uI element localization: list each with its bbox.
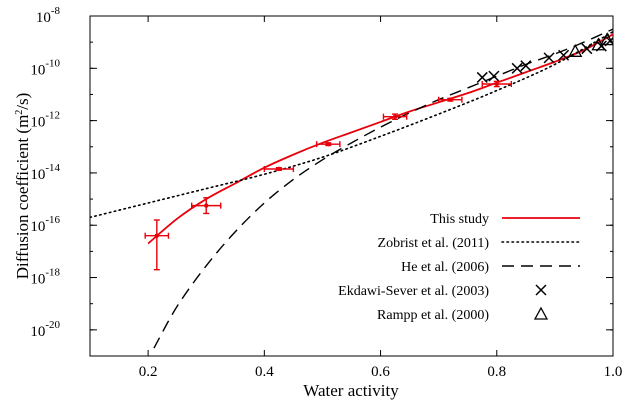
cross-marker bbox=[558, 49, 570, 61]
cross-marker bbox=[520, 60, 532, 72]
y-tick-base: 10 bbox=[30, 167, 45, 183]
data-point bbox=[448, 97, 453, 102]
y-tick-label: 10-20 bbox=[30, 319, 60, 340]
x-tick-label: 0.6 bbox=[371, 364, 390, 380]
data-point bbox=[392, 114, 398, 119]
cross-marker bbox=[488, 70, 500, 82]
cross-marker bbox=[511, 62, 523, 74]
legend-label: This study bbox=[430, 212, 489, 227]
cross-marker bbox=[543, 52, 555, 64]
y-tick-label: 10-18 bbox=[30, 267, 60, 288]
series-layer bbox=[90, 28, 613, 349]
data-point bbox=[326, 141, 331, 147]
legend-cross-marker bbox=[535, 284, 547, 296]
y-tick-label: 10-12 bbox=[30, 110, 60, 131]
data-point bbox=[276, 166, 282, 172]
y-tick-power: -8 bbox=[51, 5, 61, 17]
series-line-zobrist-et-al-2011 bbox=[90, 30, 613, 219]
plot-frame bbox=[89, 15, 614, 357]
legend-label: Rampp et al. (2000) bbox=[377, 308, 489, 323]
triangle-marker bbox=[568, 43, 583, 57]
x-tick-label: 1.0 bbox=[604, 364, 623, 380]
data-point bbox=[204, 203, 209, 208]
y-tick-label: 10-10 bbox=[30, 57, 60, 78]
y-tick-label: 10-14 bbox=[30, 162, 60, 183]
x-tick-label: 0.4 bbox=[255, 364, 274, 380]
legend-label: Zobrist et al. (2011) bbox=[378, 236, 490, 251]
x-tick-label: 0.8 bbox=[487, 364, 506, 380]
data-point bbox=[494, 81, 499, 87]
y-tick-base: 10 bbox=[30, 115, 45, 131]
series-line-this-study bbox=[147, 33, 613, 245]
cross-marker bbox=[476, 71, 488, 83]
data-point bbox=[154, 233, 160, 238]
y-axis-title-sup: 2 bbox=[14, 110, 25, 115]
y-tick-base: 10 bbox=[30, 62, 45, 78]
y-tick-base: 10 bbox=[30, 219, 45, 235]
cross-marker bbox=[581, 43, 593, 55]
y-tick-power: -16 bbox=[45, 214, 60, 226]
y-tick-power: -18 bbox=[45, 267, 60, 279]
y-tick-label: 10-8 bbox=[36, 5, 61, 26]
y-tick-base: 10 bbox=[36, 10, 51, 26]
legend-label: Ekdawi-Sever et al. (2003) bbox=[338, 284, 489, 299]
axis-ticks: 0.2 0.4 0.6 0.8 1.010-2010-1810-1610-1410-12… bbox=[30, 5, 622, 380]
y-tick-label: 10-16 bbox=[30, 214, 60, 235]
y-tick-power: -10 bbox=[45, 57, 60, 69]
y-tick-power: -20 bbox=[45, 319, 60, 331]
y-axis-title-main: Diffusion coefficient (m bbox=[13, 115, 32, 280]
legend-label: He et al. (2006) bbox=[401, 260, 489, 275]
y-tick-power: -14 bbox=[45, 162, 60, 174]
series-line-he-et-al-2006 bbox=[153, 28, 613, 349]
x-axis-title: Water activity bbox=[303, 381, 399, 400]
y-axis-title: Diffusion coefficient (m2/s) bbox=[13, 93, 32, 280]
y-tick-power: -12 bbox=[45, 110, 60, 122]
triangle-marker bbox=[600, 32, 613, 46]
legend-triangle-marker bbox=[533, 306, 549, 320]
y-axis-title-unit: /s) bbox=[13, 93, 32, 110]
x-tick-label: 0.2 bbox=[139, 364, 158, 380]
y-tick-base: 10 bbox=[30, 272, 45, 288]
legend: This study Zobrist et al. (2011) He et al.… bbox=[338, 212, 581, 323]
y-tick-base: 10 bbox=[30, 324, 45, 340]
